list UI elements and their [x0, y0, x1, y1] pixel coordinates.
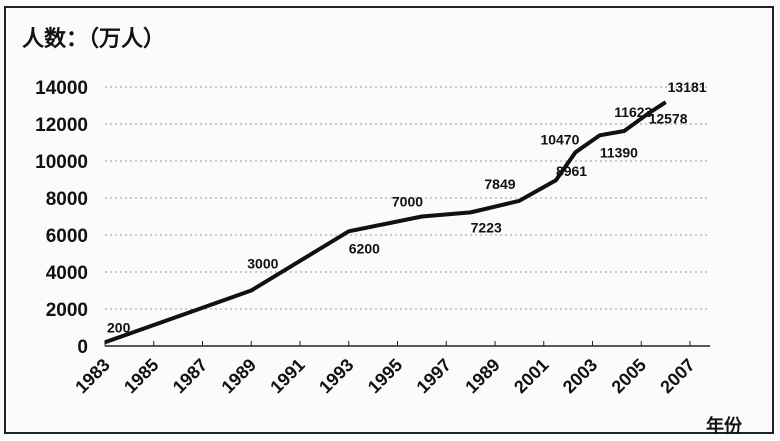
data-point — [470, 211, 472, 213]
y-tick-label: 10000 — [35, 152, 88, 173]
y-tick-label: 4000 — [46, 263, 88, 284]
y-tick-label: 6000 — [46, 226, 88, 247]
x-tick-label: 1989 — [218, 355, 260, 397]
x-tick-label: 1997 — [413, 355, 455, 397]
data-point — [348, 230, 350, 232]
x-tick-label: 1993 — [315, 355, 357, 397]
y-axis-title: 人数：（万人） — [22, 26, 165, 51]
data-point — [599, 134, 601, 136]
y-tick-label: 2000 — [46, 300, 88, 321]
x-tick-label: 1989 — [461, 355, 503, 397]
x-tick-label: 1987 — [169, 355, 211, 397]
y-tick-label: 14000 — [35, 78, 88, 99]
data-label: 7849 — [484, 176, 515, 192]
data-point — [665, 101, 667, 103]
x-tick-label: 1985 — [120, 355, 162, 397]
data-point — [104, 341, 106, 343]
data-label: 11390 — [600, 144, 638, 160]
y-tick-label: 12000 — [35, 115, 88, 136]
data-point — [574, 151, 576, 153]
data-label: 6200 — [349, 240, 380, 256]
x-tick-label: 2005 — [608, 355, 650, 397]
data-label: 12578 — [649, 110, 688, 126]
data-point — [518, 200, 520, 202]
data-point — [555, 179, 557, 181]
data-label: 8961 — [556, 163, 587, 179]
y-tick-label: 0 — [77, 337, 88, 358]
y-tick-label: 8000 — [46, 189, 88, 210]
x-tick-label: 2001 — [510, 355, 552, 397]
data-label: 7223 — [471, 219, 502, 235]
x-tick-label: 2003 — [559, 355, 601, 397]
x-axis-title: 年份 — [706, 415, 743, 436]
data-label: 11623 — [614, 104, 652, 120]
data-label: 7000 — [392, 194, 423, 210]
data-label: 13181 — [668, 79, 707, 95]
data-point — [250, 290, 252, 291]
data-label: 10470 — [540, 131, 579, 147]
x-tick-label: 1995 — [364, 355, 406, 397]
data-point — [648, 112, 650, 114]
data-label: 200 — [107, 319, 131, 335]
data-point — [623, 130, 625, 132]
x-tick-label: 1991 — [266, 355, 308, 397]
x-tick-label: 1983 — [71, 355, 113, 397]
chart-frame — [4, 6, 774, 434]
x-tick-label: 2007 — [656, 355, 698, 397]
series-line — [104, 100, 667, 345]
data-label: 3000 — [247, 256, 278, 272]
data-point — [421, 216, 423, 217]
